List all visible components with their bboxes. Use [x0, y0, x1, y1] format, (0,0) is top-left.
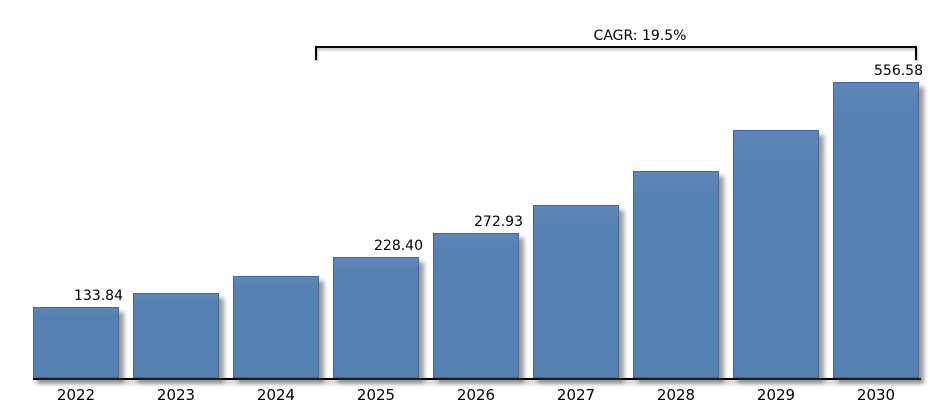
- bar-value-label-2022: 133.84: [74, 288, 123, 304]
- bar-value-label-2026: 272.93: [474, 214, 523, 230]
- x-tick-label-2024: 2024: [256, 386, 296, 404]
- bar-value-label-2030: 556.58: [874, 63, 923, 79]
- bar-2023: [133, 293, 219, 378]
- bar-2028: [633, 171, 719, 378]
- bar-2026: [433, 233, 519, 378]
- x-tick-label-2029: 2029: [756, 386, 796, 404]
- bar-2030: [833, 82, 919, 378]
- bar-value-label-2025: 228.40: [374, 238, 423, 254]
- x-axis-line: [33, 378, 921, 380]
- bar-2027: [533, 205, 619, 378]
- cagr-label: CAGR: 19.5%: [593, 28, 687, 44]
- bar-2025: [333, 257, 419, 378]
- x-tick-label-2022: 2022: [56, 386, 96, 404]
- x-tick-label-2025: 2025: [356, 386, 396, 404]
- bar-2024: [233, 276, 319, 378]
- bar-2029: [733, 130, 819, 378]
- x-tick-label-2027: 2027: [556, 386, 596, 404]
- bar-2022: [33, 307, 119, 378]
- cagr-bracket: [315, 46, 917, 60]
- x-tick-label-2026: 2026: [456, 386, 496, 404]
- x-tick-label-2030: 2030: [856, 386, 896, 404]
- x-tick-label-2023: 2023: [156, 386, 196, 404]
- x-tick-label-2028: 2028: [656, 386, 696, 404]
